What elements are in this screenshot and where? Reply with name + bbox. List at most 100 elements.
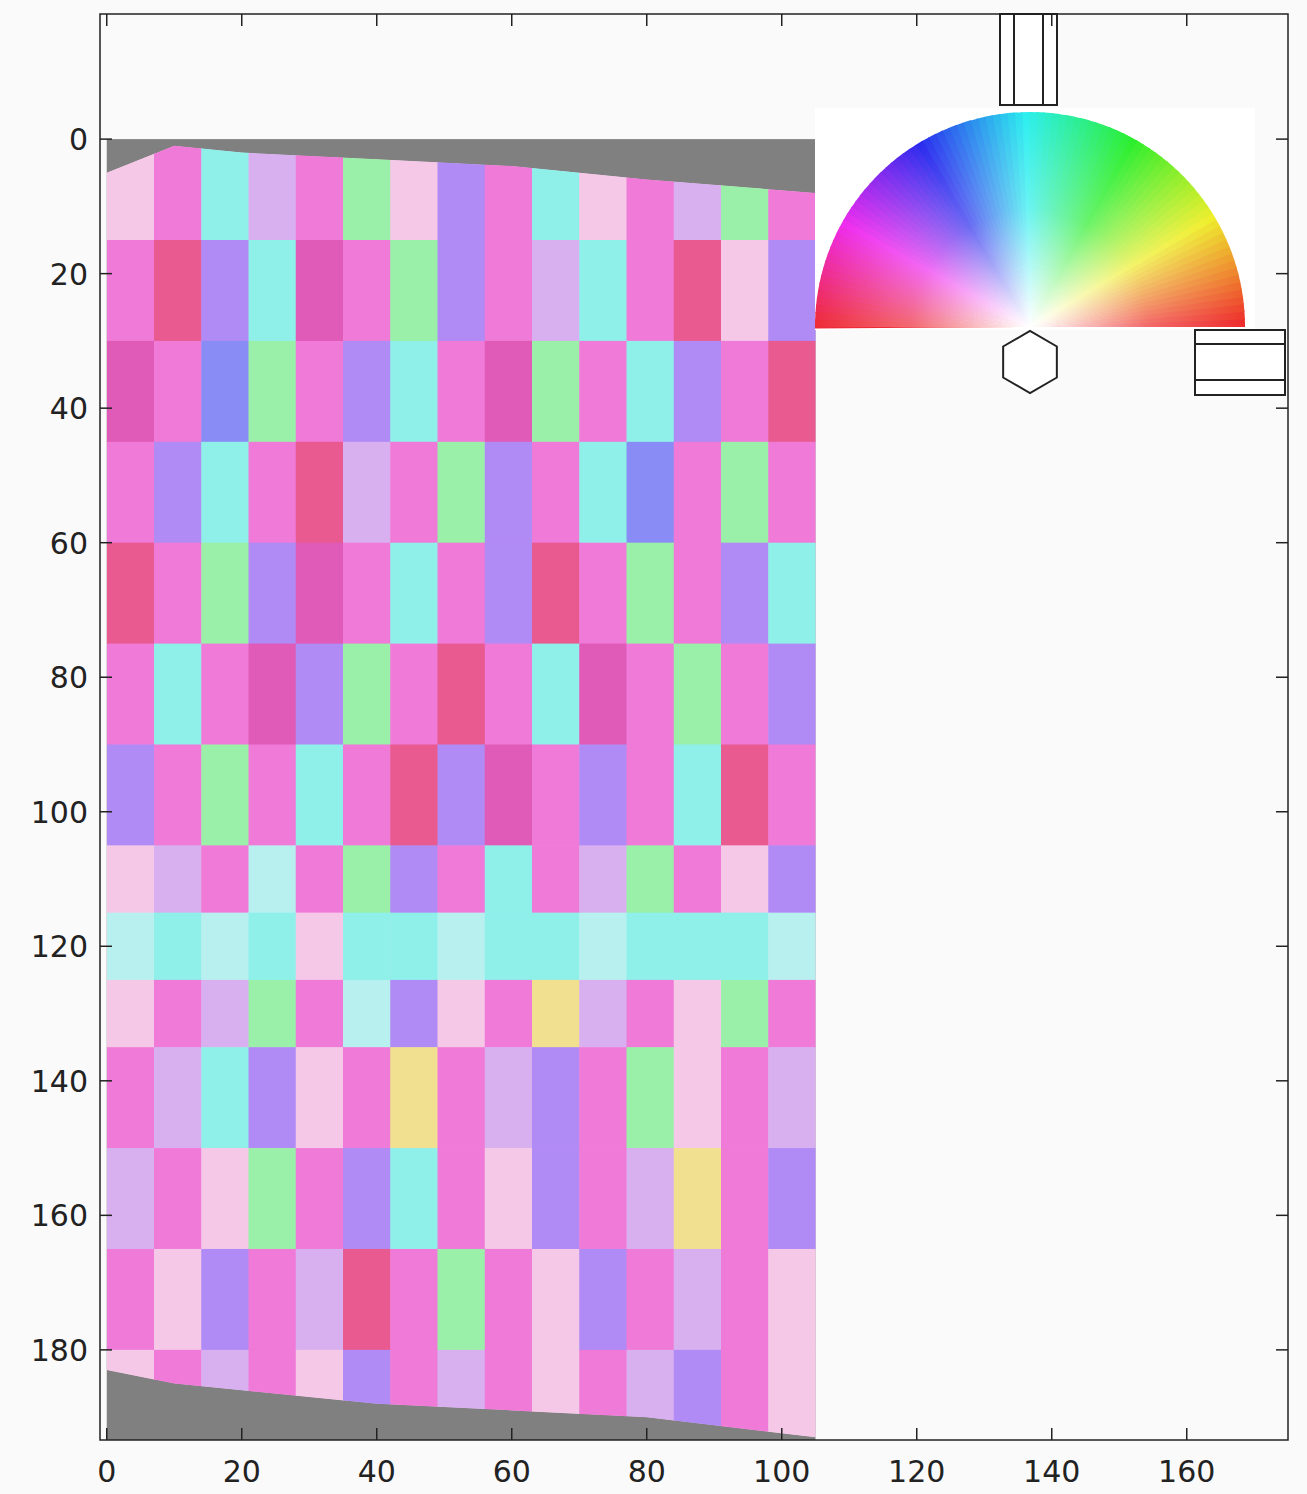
map-cell — [627, 240, 675, 341]
map-cell — [438, 644, 486, 745]
map-cell — [390, 1148, 438, 1249]
map-cell — [249, 240, 297, 341]
x-tick-label: 40 — [358, 1454, 396, 1489]
map-cell — [107, 644, 155, 745]
map-cell — [721, 1249, 769, 1350]
map-cell — [674, 1249, 722, 1350]
map-cell — [296, 845, 344, 913]
map-cell — [249, 442, 297, 543]
x-tick-top — [241, 14, 243, 26]
map-cell — [296, 240, 344, 341]
map-cell — [768, 1047, 816, 1148]
axes: 0204060801001201401600204060801001201401… — [31, 14, 1288, 1489]
map-cell — [768, 1350, 816, 1440]
prism-icon — [1195, 379, 1285, 381]
map-cell — [343, 139, 391, 240]
map-cell — [438, 1249, 486, 1350]
map-cell — [107, 341, 155, 442]
map-cell — [390, 1249, 438, 1350]
map-cell — [532, 341, 580, 442]
y-tick-right — [1276, 273, 1288, 275]
y-tick — [100, 676, 112, 678]
map-cell — [485, 1249, 533, 1350]
prism-icon — [1195, 330, 1285, 395]
map-cell — [296, 913, 344, 981]
map-cell — [627, 1148, 675, 1249]
map-cell — [627, 543, 675, 644]
map-cell — [107, 1047, 155, 1148]
y-tick-label: 160 — [31, 1198, 88, 1233]
map-cell — [674, 1350, 722, 1440]
map-cell — [485, 1047, 533, 1148]
x-tick-top — [106, 14, 108, 26]
map-cell — [201, 1350, 249, 1440]
map-cell — [627, 913, 675, 981]
prism-icon — [1013, 14, 1015, 105]
map-cell — [296, 543, 344, 644]
map-cell — [768, 442, 816, 543]
map-cell — [532, 1047, 580, 1148]
map-cell — [390, 341, 438, 442]
map-cell — [249, 1148, 297, 1249]
map-cell — [579, 1249, 627, 1350]
map-cell — [438, 980, 486, 1048]
map-cell — [532, 1350, 580, 1440]
x-tick — [241, 1428, 243, 1440]
map-cell — [579, 543, 627, 644]
x-tick-label: 20 — [223, 1454, 261, 1489]
map-cell — [201, 1249, 249, 1350]
x-tick-label: 0 — [97, 1454, 116, 1489]
map-cell — [201, 644, 249, 745]
map-cell — [674, 744, 722, 845]
map-cell — [768, 1148, 816, 1249]
y-tick-label: 20 — [50, 257, 88, 292]
x-tick — [511, 1428, 513, 1440]
x-tick-label: 140 — [1023, 1454, 1080, 1489]
map-cell — [579, 913, 627, 981]
y-tick — [100, 811, 112, 813]
map-cell — [438, 1350, 486, 1440]
map-cell — [674, 845, 722, 913]
map-cell — [674, 913, 722, 981]
map-cell — [485, 240, 533, 341]
y-tick — [100, 273, 112, 275]
y-tick-right — [1276, 542, 1288, 544]
map-cell — [438, 1148, 486, 1249]
x-tick — [376, 1428, 378, 1440]
map-cell — [201, 913, 249, 981]
map-cell — [579, 744, 627, 845]
map-cell — [201, 1047, 249, 1148]
map-cell — [249, 744, 297, 845]
map-cell — [107, 845, 155, 913]
map-cell — [627, 1047, 675, 1148]
map-cell — [201, 442, 249, 543]
x-tick — [916, 1428, 918, 1440]
map-cell — [721, 1350, 769, 1440]
map-cell — [721, 845, 769, 913]
map-cell — [768, 1249, 816, 1350]
map-cell — [296, 1047, 344, 1148]
map-cell — [485, 1350, 533, 1440]
x-tick-top — [511, 14, 513, 26]
map-cell — [296, 1148, 344, 1249]
map-cell — [579, 341, 627, 442]
map-cell — [154, 139, 202, 240]
map-cell — [201, 845, 249, 913]
map-cell — [296, 744, 344, 845]
prism-icon — [1003, 331, 1057, 393]
map-cell — [438, 744, 486, 845]
prism-icon — [1042, 14, 1044, 105]
map-cell — [579, 845, 627, 913]
map-cell — [154, 980, 202, 1048]
map-cell — [438, 139, 486, 240]
map-cell — [721, 644, 769, 745]
map-cell — [249, 543, 297, 644]
map-cell — [201, 1148, 249, 1249]
map-cell — [296, 442, 344, 543]
map-cell — [721, 139, 769, 240]
map-cell — [107, 1148, 155, 1249]
map-cell — [532, 845, 580, 913]
map-cell — [390, 744, 438, 845]
map-cell — [249, 845, 297, 913]
map-cell — [532, 240, 580, 341]
